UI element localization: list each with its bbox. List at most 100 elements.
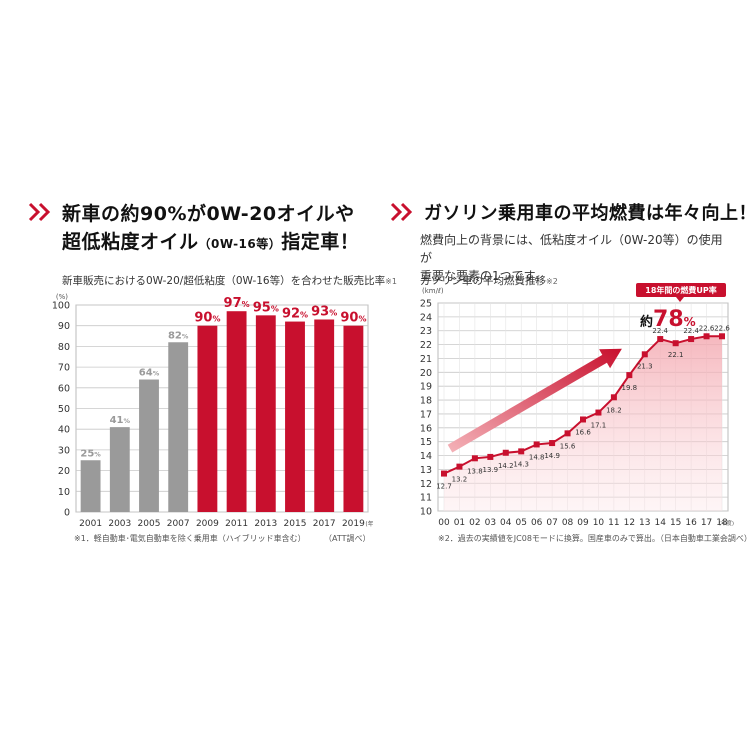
chevron-right-icon (28, 202, 51, 222)
x-tick-label: 18 (716, 518, 728, 528)
y-tick-label: 30 (58, 445, 70, 456)
bar-chart: 0 10 20 30 40 50 60 70 80 90 100(%) 25% 2001 41% 2003 6… (52, 293, 373, 529)
x-tick-label: 04 (500, 518, 512, 528)
y-tick-label: 50 (58, 404, 70, 415)
x-tick-label: 00 (438, 518, 450, 528)
y-tick-label: 90 (58, 321, 70, 332)
callout-badge-text: 18年間の燃費UP率 (645, 285, 717, 295)
x-tick-label: 09 (577, 518, 589, 528)
data-point (533, 441, 540, 448)
data-point (471, 455, 478, 462)
y-tick-label: 20 (420, 368, 432, 379)
y-tick-label: 0 (64, 508, 70, 519)
data-point (564, 430, 571, 437)
data-point (487, 453, 494, 460)
data-label: 17.1 (591, 422, 607, 430)
y-tick-label: 18 (420, 396, 432, 407)
x-tick-label: 2011 (225, 519, 248, 529)
bar-value-label: 41% (110, 415, 131, 426)
y-tick-label: 14 (420, 451, 432, 462)
y-tick-label: 19 (420, 382, 432, 393)
y-tick-label: 80 (58, 342, 70, 353)
y-tick-label: 17 (420, 409, 432, 420)
trend-arrow (447, 348, 622, 453)
y-tick-label: 20 (58, 466, 70, 477)
data-label: 14.8 (529, 453, 545, 461)
data-point (657, 336, 664, 343)
data-label: 22.4 (683, 327, 699, 335)
x-tick-label: 2001 (79, 519, 102, 529)
data-point (456, 463, 463, 470)
data-label: 18.2 (606, 406, 622, 414)
x-unit-label: (年) (365, 520, 373, 528)
bar (285, 321, 305, 512)
bar-value-label: 64% (139, 368, 160, 379)
y-tick-label: 70 (58, 363, 70, 374)
callout-badge (636, 283, 726, 297)
y-unit-label: (%) (56, 293, 68, 301)
callout-badge-pointer (676, 297, 684, 302)
x-tick-label: 2015 (284, 519, 307, 529)
x-tick-label: 2005 (138, 519, 161, 529)
data-label: 13.8 (467, 467, 483, 475)
x-tick-label: 10 (593, 518, 605, 528)
data-label: 22.1 (668, 351, 684, 359)
x-tick-label: 03 (485, 518, 496, 528)
x-tick-label: 01 (454, 518, 465, 528)
left-panel: 新車の約90%が0W-20オイルや 超低粘度オイル（0W-16等）指定車！ 新車… (28, 195, 397, 555)
data-point (641, 351, 648, 358)
bar-value-label: 92% (282, 307, 308, 322)
bar (197, 325, 218, 512)
x-tick-label: 2007 (167, 519, 190, 529)
area-fill (444, 336, 722, 511)
data-point (518, 448, 525, 455)
data-point (502, 449, 509, 456)
bar-value-label: 25% (80, 448, 101, 459)
right-chart-subtitle: ガソリン車の平均燃費推移※2 (420, 275, 558, 287)
y-tick-label: 13 (420, 465, 432, 476)
y-unit-label: (km/ℓ) (422, 287, 444, 295)
y-tick-label: 10 (420, 507, 432, 518)
y-tick-label: 40 (58, 425, 70, 436)
x-tick-label: 14 (654, 518, 666, 528)
data-label: 12.7 (436, 483, 452, 491)
data-label: 22.6 (699, 324, 715, 332)
bar-value-label: 82% (168, 330, 189, 341)
bar (314, 319, 335, 512)
data-label: 13.2 (452, 476, 468, 484)
y-tick-label: 100 (52, 301, 70, 312)
y-tick-label: 15 (420, 437, 432, 448)
data-label: 15.6 (560, 442, 576, 450)
data-point (626, 372, 633, 379)
data-label: 13.9 (483, 466, 499, 474)
data-label: 22.6 (714, 324, 730, 332)
line-chart: 10111213141516171819202122232425(km/ℓ)12… (420, 283, 734, 528)
y-tick-label: 10 (58, 487, 70, 498)
x-unit-label: (年度) (719, 519, 734, 527)
right-description: 燃費向上の背景には、低粘度オイル（0W-20等）の使用が 重要な要素の1つです。 (420, 233, 723, 283)
x-tick-label: 16 (685, 518, 697, 528)
bar-value-label: 97% (224, 296, 250, 311)
right-footnote: ※2．過去の実績値をJC08モードに換算。国産車のみで算出。（日本自動車工業会調… (438, 534, 750, 543)
x-tick-label: 17 (701, 518, 712, 528)
bar (139, 379, 159, 512)
data-point (580, 416, 586, 423)
y-tick-label: 24 (420, 312, 432, 323)
bar-value-label: 93% (311, 304, 337, 319)
x-tick-label: 12 (624, 518, 635, 528)
y-tick-label: 25 (420, 299, 432, 310)
data-point (441, 470, 447, 477)
y-tick-label: 16 (420, 423, 432, 434)
x-tick-label: 2003 (108, 519, 131, 529)
bar (80, 460, 101, 512)
right-heading: ガソリン乗用車の平均燃費は年々向上！ (424, 203, 750, 224)
data-label: 14.3 (513, 460, 529, 468)
bar (109, 427, 130, 512)
data-point (688, 336, 695, 343)
x-tick-label: 08 (562, 518, 574, 528)
x-tick-label: 2013 (254, 519, 277, 529)
data-point (703, 333, 710, 340)
bar (226, 311, 247, 512)
bar (168, 342, 189, 512)
callout-value: 約78% (640, 307, 696, 332)
